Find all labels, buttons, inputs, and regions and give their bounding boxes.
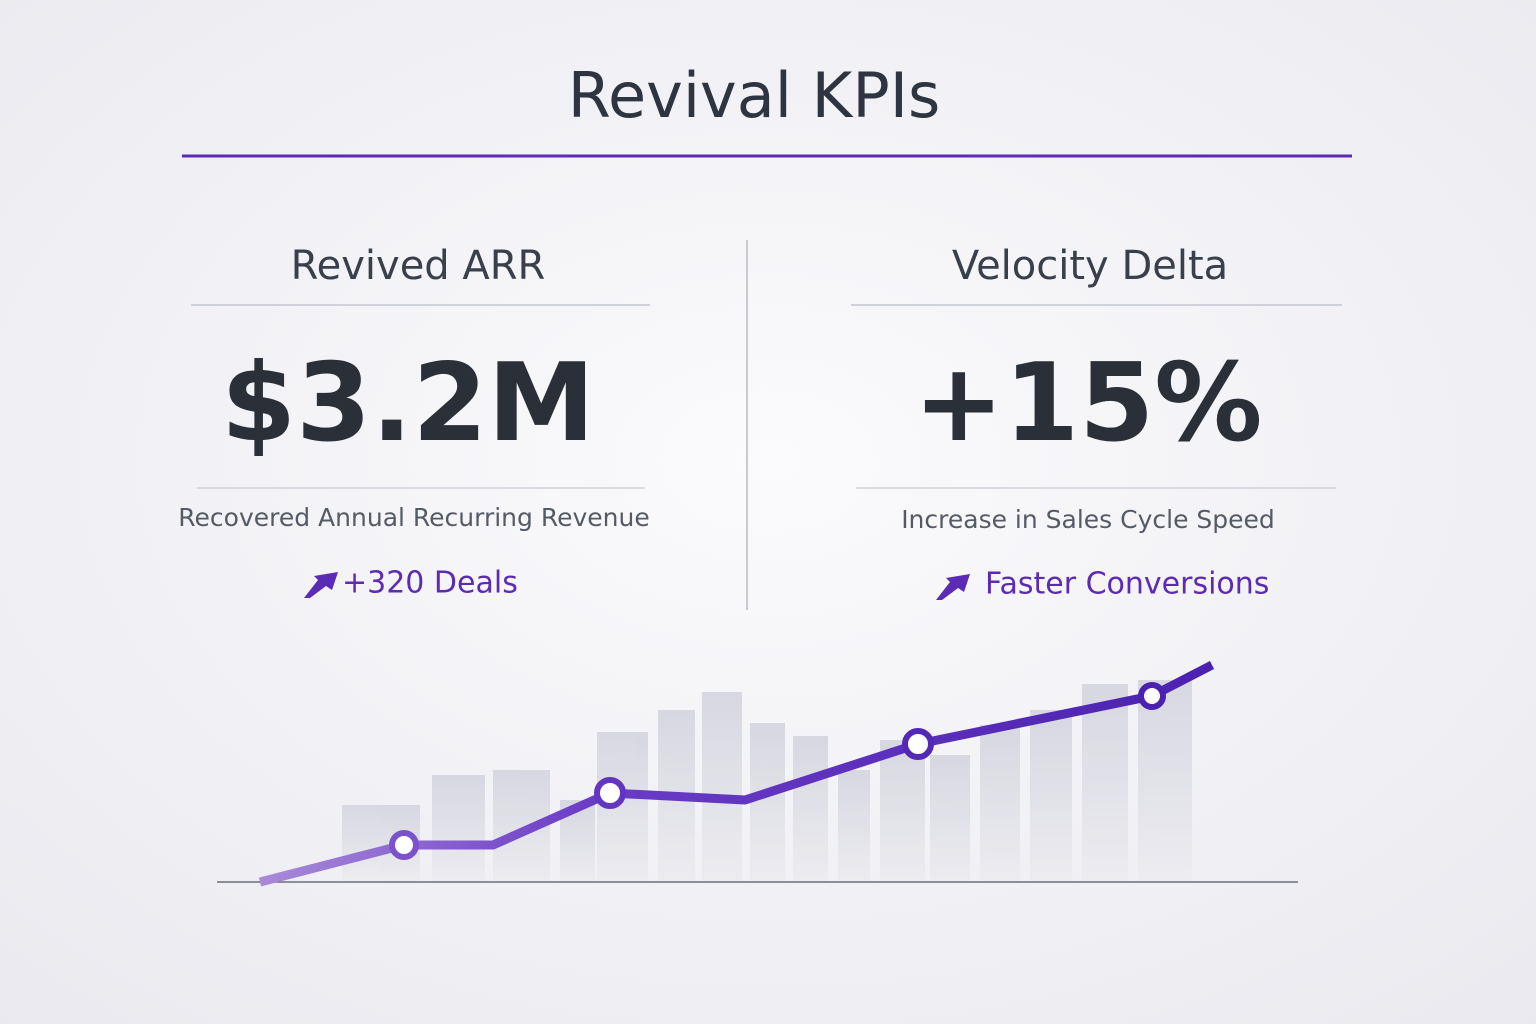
- kpi-badge: Faster Conversions: [985, 567, 1269, 602]
- decorative-bars: [342, 680, 1192, 882]
- title: Revival KPIs: [568, 59, 941, 132]
- kpi-badge: +320 Deals: [342, 566, 518, 601]
- kpi-label: Revived ARR: [291, 243, 546, 289]
- trend-icon: [936, 574, 970, 600]
- kpi-description: Increase in Sales Cycle Speed: [901, 505, 1275, 534]
- kpi-label: Velocity Delta: [952, 243, 1228, 289]
- kpi-value: +15%: [914, 341, 1263, 466]
- trend-points: [389, 682, 1166, 860]
- kpi-value: $3.2M: [221, 341, 595, 466]
- kpi-description: Recovered Annual Recurring Revenue: [178, 503, 649, 532]
- trend-icon: [304, 572, 338, 598]
